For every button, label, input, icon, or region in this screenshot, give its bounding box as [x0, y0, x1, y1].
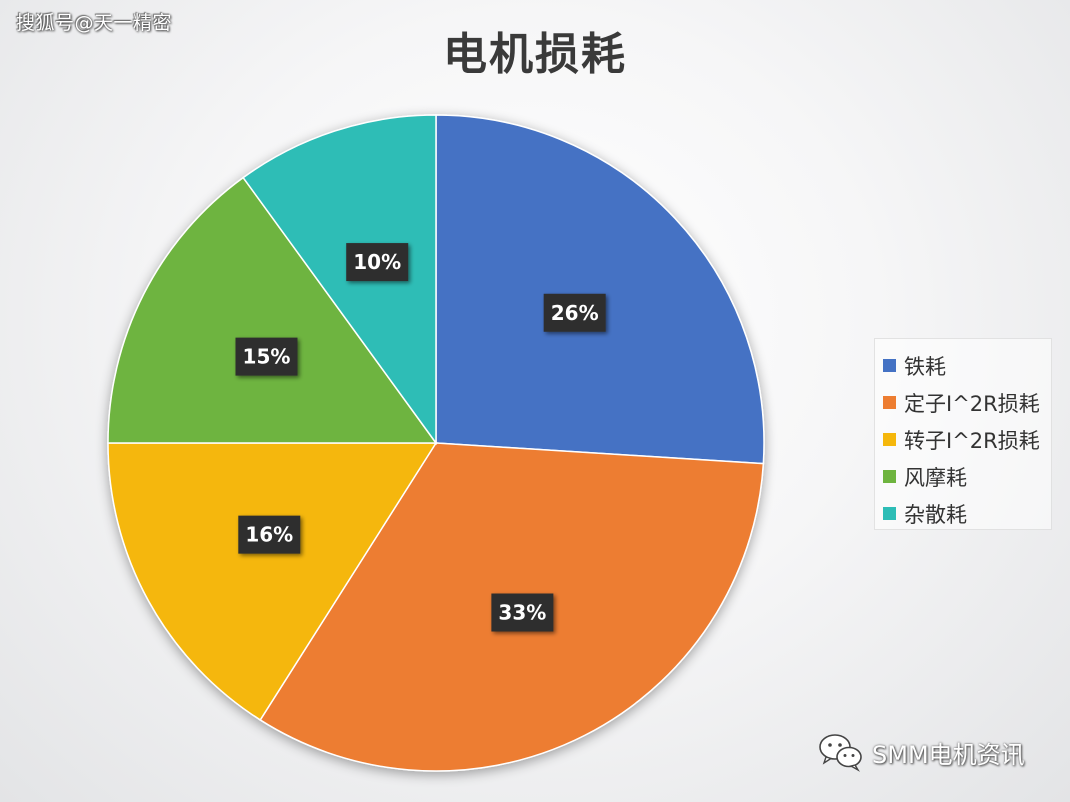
pie-slice [107, 176, 438, 444]
data-label-text: 26% [551, 301, 599, 325]
legend-swatch [883, 507, 896, 520]
watermark-text: 搜狐号@天一精密 [16, 12, 173, 34]
legend-label: 风摩耗 [904, 465, 967, 490]
data-label-box [346, 243, 409, 282]
chart-title: 电机损耗 [443, 29, 627, 80]
data-label-text: 33% [498, 601, 546, 625]
legend-label: 定子I^2R损耗 [904, 391, 1040, 416]
legend-swatch [883, 470, 896, 483]
source-tag: SMM电机资讯 [818, 732, 1025, 772]
chart-legend: 铁耗 定子I^2R损耗 转子I^2R损耗 风摩耗 杂散耗 [874, 338, 1052, 530]
legend-item: 风摩耗 [883, 458, 1051, 495]
data-label-box [238, 515, 301, 554]
pie-slice [107, 442, 438, 721]
data-label-text: 10% [353, 250, 401, 274]
legend-item: 转子I^2R损耗 [883, 421, 1051, 458]
data-label: 15% [235, 337, 298, 376]
legend-label: 杂散耗 [904, 502, 967, 527]
legend-swatch [883, 396, 896, 409]
legend-swatch [883, 359, 896, 372]
data-label-box [543, 293, 606, 332]
legend-item: 杂散耗 [883, 495, 1051, 532]
data-label-box [491, 593, 554, 632]
legend-item: 铁耗 [883, 347, 1051, 384]
legend-label: 铁耗 [904, 354, 946, 379]
legend-item: 定子I^2R损耗 [883, 384, 1051, 421]
data-label: 16% [238, 515, 301, 554]
pie-slice [242, 114, 437, 446]
data-label-text: 16% [245, 523, 293, 547]
pie-slices [107, 114, 765, 772]
data-label-text: 15% [243, 345, 291, 369]
source-text: SMM电机资讯 [872, 740, 1025, 769]
data-label: 26% [543, 293, 606, 332]
data-label: 10% [346, 243, 409, 282]
data-label-box [235, 337, 298, 376]
legend-swatch [883, 433, 896, 446]
legend-label: 转子I^2R损耗 [904, 428, 1040, 453]
data-label: 33% [491, 593, 554, 632]
wechat-icon [819, 734, 862, 772]
pie-slice [435, 114, 765, 465]
